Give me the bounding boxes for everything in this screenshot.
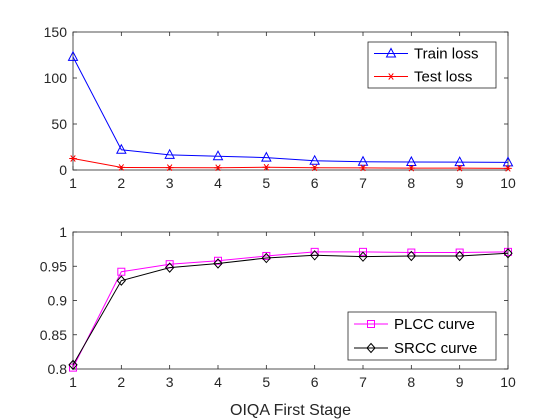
x-tick-label: 3 [166,175,174,191]
y-tick-label: 0.95 [40,258,67,274]
data-point [67,50,79,61]
y-tick-label: 1 [59,224,67,240]
x-tick-label: 7 [359,374,367,390]
y-tick-label: 0.85 [40,327,67,343]
legend-label: SRCC curve [394,340,477,357]
legend-label: PLCC curve [394,316,475,333]
data-point [357,155,369,166]
data-point [454,250,465,262]
y-tick-label: 0.8 [48,361,68,377]
data-point [504,165,512,172]
x-axis-label: OIQA First Stage [230,402,351,419]
legend-label: Test loss [414,69,472,86]
y-tick-label: 150 [44,24,68,40]
data-point [407,164,416,172]
data-point [212,150,224,161]
legend-marker [387,73,395,80]
data-point [214,164,222,172]
data-point [455,164,464,172]
data-point [164,148,175,159]
data-point [503,247,513,259]
x-tick-label: 4 [214,175,222,191]
data-point [213,258,223,269]
x-tick-label: 2 [117,175,125,191]
data-point [310,164,319,172]
y-tick-label: 50 [51,116,67,132]
data-point [454,156,465,167]
series-line-1 [72,252,509,366]
data-point [502,156,514,167]
x-tick-label: 9 [456,374,464,390]
data-point [358,251,368,262]
data-point [262,251,271,260]
data-point [406,155,417,166]
x-tick-label: 5 [262,175,270,191]
x-tick-label: 2 [117,374,125,390]
x-tick-label: 1 [69,374,77,390]
legend-box [367,41,497,89]
x-tick-label: 1 [69,175,77,191]
x-tick-label: 9 [456,175,464,191]
data-point [116,275,127,286]
data-point [165,164,174,171]
y-tick-label: 100 [44,70,68,86]
data-point [359,247,367,256]
series-line-1 [72,158,509,169]
x-tick-label: 6 [311,175,319,191]
data-point [69,155,77,162]
data-point [116,143,127,154]
x-tick-label: 8 [407,374,415,390]
x-tick-label: 8 [407,175,415,191]
legend-marker [366,342,376,354]
x-tick-label: 3 [166,374,174,390]
data-point [117,267,126,276]
data-point [261,252,272,264]
x-tick-label: 10 [500,374,516,390]
data-point [309,250,320,261]
series-line-0 [72,251,509,368]
data-point [309,154,320,165]
correlation-chart: 1 2 3 4 5 6 7 8 9 10 0.8 0.85 0.9 0.95 1 PLCC curve SRCC… [40,224,516,419]
x-tick-label: 6 [311,374,319,390]
x-tick-label: 4 [214,374,222,390]
data-point [406,250,417,262]
data-point [164,262,175,273]
x-tick-label: 10 [500,175,516,191]
x-tick-label: 5 [262,374,270,390]
legend-label: Train loss [414,46,478,63]
data-point [262,163,271,171]
series-line-0 [72,56,509,163]
y-tick-label: 0.9 [48,293,68,309]
data-point [261,151,272,162]
data-point [117,164,126,171]
legend-marker [385,47,397,58]
data-point [68,359,78,371]
x-tick-label: 7 [359,175,367,191]
data-point [214,256,222,265]
legend-marker [367,320,375,328]
data-point [359,164,367,172]
y-tick-label: 0 [59,162,67,178]
